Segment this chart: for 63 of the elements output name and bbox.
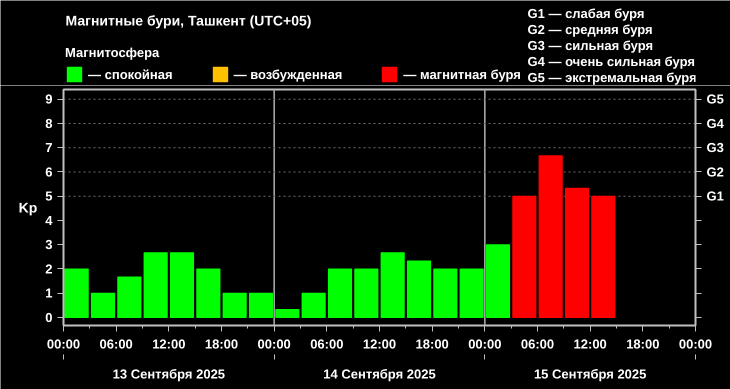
x-tick-label: 00:00 — [46, 336, 80, 352]
bar — [275, 308, 300, 318]
bar — [406, 260, 432, 318]
x-tick-label: 00:00 — [678, 336, 712, 352]
text: G5 — экстремальная буря — [528, 70, 697, 85]
bar — [64, 268, 89, 318]
bar — [117, 276, 142, 318]
text: 14 Сентября 2025 — [323, 366, 436, 382]
legend-label: — спокойная — [88, 66, 173, 82]
y-tick-label: 6 — [45, 164, 53, 180]
y-tick-label: 9 — [45, 92, 53, 107]
x-tick-label: 12:00 — [152, 336, 186, 352]
legend-label: — магнитная буря — [403, 66, 521, 82]
chart-title: Магнитные бури, Ташкент (UTC+05) — [66, 12, 312, 28]
text: 15 Сентября 2025 — [534, 366, 646, 382]
x-tick-label: 18:00 — [626, 336, 660, 352]
y-tick-label: 0 — [45, 310, 53, 325]
x-tick-label: 00:00 — [468, 336, 502, 352]
y-tick-label: 2 — [45, 261, 53, 276]
x-tick-label: 12:00 — [574, 336, 607, 352]
text: 13 Сентября 2025 — [112, 366, 226, 382]
x-tick-label: 06:00 — [310, 336, 344, 352]
bar — [170, 252, 194, 318]
y-tick-label: 8 — [45, 116, 53, 131]
bar — [460, 268, 484, 318]
text: G2 — средняя буря — [528, 22, 653, 37]
y-tick-label: 5 — [45, 188, 53, 204]
legend-title: Магнитосфера — [65, 45, 160, 60]
bar — [512, 196, 536, 318]
x-tick-label: 18:00 — [416, 336, 449, 352]
text: G4 — очень сильная буря — [528, 54, 695, 69]
text: G1 — слабая буря — [528, 6, 645, 21]
y-tick-label: 3 — [45, 237, 53, 252]
bar — [354, 268, 378, 318]
x-tick-label: 06:00 — [520, 336, 554, 352]
bar — [248, 292, 274, 318]
bar — [486, 244, 510, 318]
bar — [90, 292, 116, 318]
y-tick-label: 7 — [45, 140, 53, 156]
bar — [302, 292, 326, 318]
text: G3 — сильная буря — [528, 38, 654, 53]
y-axis-title: Kp — [18, 200, 38, 216]
x-tick-label: 06:00 — [100, 336, 133, 352]
bar — [538, 155, 563, 318]
ref-line-label: G5 — [706, 92, 724, 107]
x-tick-label: 18:00 — [204, 336, 238, 352]
x-tick-label: 00:00 — [258, 336, 291, 352]
bar — [144, 252, 168, 318]
bar — [196, 268, 220, 318]
y-tick-label: 1 — [45, 286, 53, 301]
bar — [328, 268, 352, 318]
bar — [564, 188, 590, 318]
y-tick-label: 4 — [45, 212, 54, 228]
ref-line-label: G4 — [706, 116, 725, 131]
bar — [591, 196, 616, 318]
ref-line-label: G3 — [706, 140, 724, 156]
legend-label: — возбужденная — [234, 66, 342, 82]
bar — [222, 292, 247, 318]
ref-line-label: G2 — [706, 164, 724, 180]
x-tick-label: 12:00 — [362, 336, 396, 352]
bar — [433, 268, 458, 318]
ref-line-label: G1 — [706, 188, 724, 204]
bar — [380, 252, 405, 318]
